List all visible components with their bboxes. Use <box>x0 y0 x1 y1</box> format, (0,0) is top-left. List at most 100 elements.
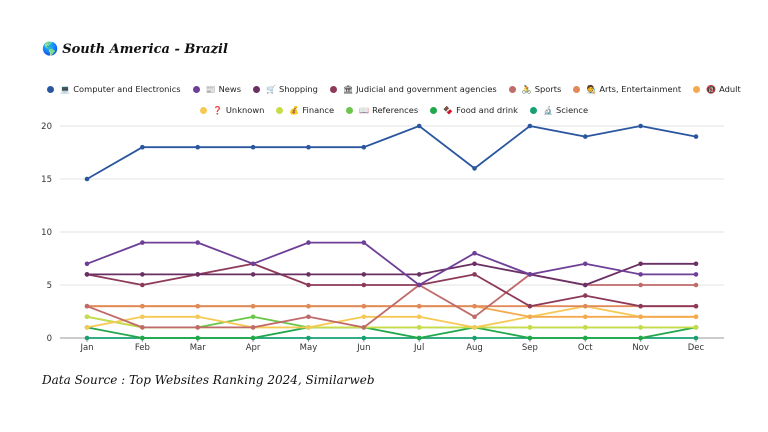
data-point <box>361 335 367 341</box>
legend-item[interactable]: 🏛 Judicial and government agencies <box>329 84 497 94</box>
legend-category-icon: 🍫 <box>443 105 454 115</box>
legend-item[interactable]: 🔞 Adult <box>693 84 741 94</box>
legend-category-icon: 💰 <box>289 105 300 115</box>
data-point <box>84 314 90 320</box>
data-point <box>140 240 145 245</box>
legend-category-icon: 💻 <box>60 84 71 94</box>
data-point <box>527 314 533 320</box>
series-line <box>87 305 696 318</box>
legend-label: Arts, Entertainment <box>599 84 682 94</box>
data-point <box>306 303 311 309</box>
y-tick-label: 15 <box>41 175 52 185</box>
data-point <box>361 325 367 330</box>
legend-label: Judicial and government agencies <box>356 84 497 94</box>
series-line <box>86 305 696 329</box>
data-point <box>306 314 311 320</box>
data-point <box>527 303 533 309</box>
data-point <box>527 325 533 330</box>
data-point <box>84 325 90 330</box>
series-computer-and-electronics <box>84 123 699 182</box>
data-point <box>693 335 699 341</box>
legend-category-icon: 📖 <box>359 105 370 115</box>
x-tick-label: Jun <box>356 343 370 353</box>
data-point <box>582 303 588 309</box>
legend-category-icon: 📰 <box>205 84 216 94</box>
x-tick-label: Oct <box>578 343 593 353</box>
data-point <box>195 325 201 330</box>
data-point <box>84 272 90 277</box>
data-point <box>638 335 643 341</box>
data-point <box>472 272 477 277</box>
series-shopping <box>84 261 699 288</box>
legend-swatch <box>529 106 537 114</box>
legend-label: Finance <box>302 105 335 115</box>
data-point <box>472 303 477 309</box>
legend-item[interactable]: 🍫 Food and drink <box>430 105 518 115</box>
data-point <box>693 314 699 320</box>
data-point <box>195 314 201 320</box>
chart-title-text: South America - Brazil <box>62 42 228 57</box>
data-point <box>195 335 201 341</box>
legend-swatch <box>346 106 354 114</box>
data-point <box>638 314 643 320</box>
legend-item[interactable]: 🧑‍🎨 Arts, Entertainment <box>573 84 681 94</box>
series-line <box>86 326 697 339</box>
data-point <box>140 144 145 150</box>
legend-swatch <box>47 85 55 93</box>
x-tick-label: Apr <box>246 343 261 353</box>
data-point <box>140 325 145 330</box>
data-point <box>84 335 90 341</box>
legend-label: Sports <box>534 84 562 94</box>
data-point <box>638 272 643 277</box>
data-point <box>472 335 477 341</box>
data-point <box>306 272 311 277</box>
legend-category-icon: 🔬 <box>542 105 553 115</box>
series-sports <box>84 272 699 330</box>
series-line <box>86 262 696 308</box>
x-tick-label: Dec <box>688 343 705 353</box>
data-point <box>250 144 256 150</box>
data-point <box>416 335 422 341</box>
x-tick-label: Nov <box>632 343 649 353</box>
legend-label: Science <box>555 105 589 115</box>
legend-item[interactable]: 💰 Finance <box>276 105 334 115</box>
data-point <box>693 261 699 267</box>
legend-item[interactable]: 🔬 Science <box>529 105 589 115</box>
data-point <box>306 335 311 341</box>
series-line <box>86 241 696 286</box>
data-point <box>693 303 699 309</box>
data-point <box>693 282 699 288</box>
legend-label: References <box>372 105 419 115</box>
data-point <box>527 123 533 129</box>
data-point <box>693 134 699 139</box>
data-point <box>582 335 588 341</box>
legend-swatch <box>430 106 438 114</box>
legend-item[interactable]: 💻 Computer and Electronics <box>47 84 181 94</box>
data-point <box>140 303 145 309</box>
legend-item[interactable]: 🛒 Shopping <box>253 84 318 94</box>
legend-swatch <box>329 85 337 93</box>
chart-title: 🌎 South America - Brazil <box>42 42 228 57</box>
legend-label: News <box>218 84 242 94</box>
legend-category-icon: ❓ <box>212 105 223 115</box>
legend-swatch <box>192 85 200 93</box>
legend-item[interactable]: ❓ Unknown <box>199 105 264 115</box>
series-line <box>86 273 696 329</box>
y-tick-label: 0 <box>47 334 52 344</box>
legend-item[interactable]: 📰 News <box>192 84 242 94</box>
data-point <box>306 282 311 288</box>
legend-item[interactable]: 📖 References <box>346 105 418 115</box>
legend-swatch <box>508 85 516 93</box>
legend-row-2: ❓ Unknown 💰 Finance 📖 References 🍫 Food and dri… <box>60 105 728 115</box>
data-point <box>416 325 422 330</box>
data-point <box>84 303 90 309</box>
legend-label: Food and drink <box>456 105 518 115</box>
data-point <box>638 325 643 330</box>
data-point <box>638 282 643 288</box>
legend-item[interactable]: 🚴 Sports <box>508 84 562 94</box>
data-point <box>250 303 256 309</box>
legend-category-icon: 🏛 <box>342 84 354 94</box>
x-tick-label: Aug <box>466 343 483 353</box>
data-point <box>472 314 477 320</box>
